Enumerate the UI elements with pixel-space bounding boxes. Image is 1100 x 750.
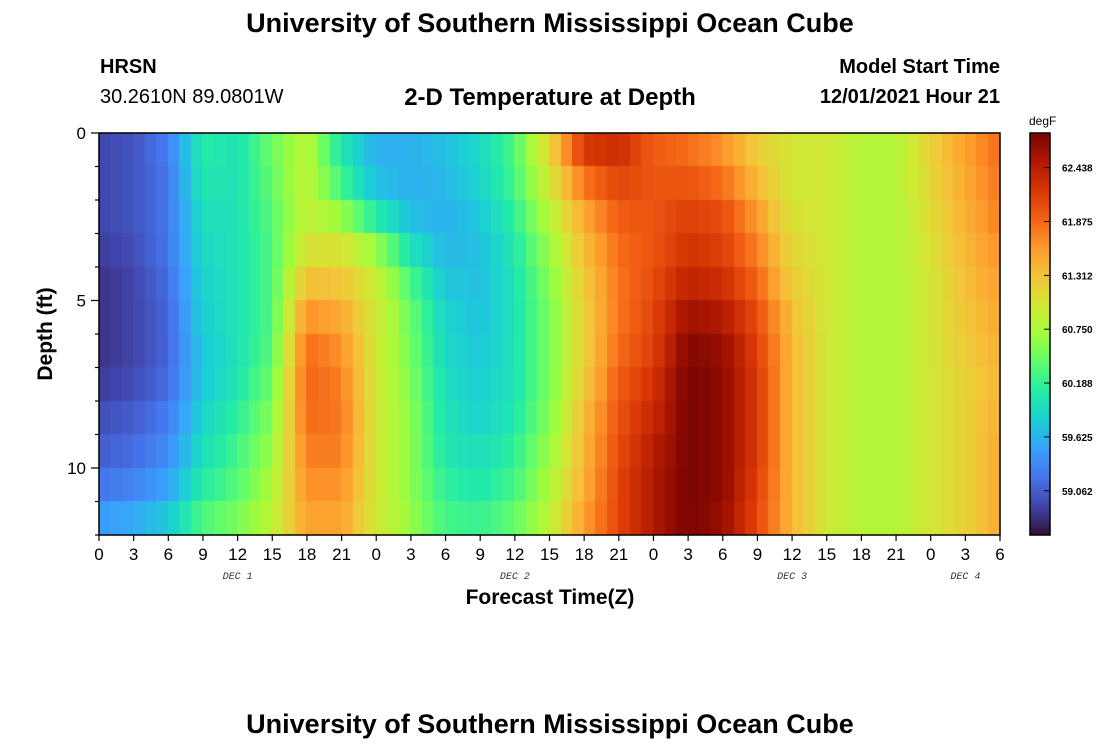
colorbar-tick-label: 59.062: [1062, 487, 1093, 498]
x-tick-label: 21: [332, 545, 351, 564]
page-title: University of Southern Mississippi Ocean…: [246, 8, 854, 38]
x-tick-label: 6: [718, 545, 727, 564]
colorbar-unit: degF: [1029, 114, 1056, 128]
colorbar-tick-label: 59.625: [1062, 433, 1093, 444]
x-tick-label: 9: [198, 545, 207, 564]
y-tick-label: 10: [67, 459, 86, 478]
day-label: DEC 3: [777, 572, 807, 583]
x-tick-label: 12: [505, 545, 524, 564]
model-start-label: Model Start Time: [839, 56, 1000, 78]
y-tick-label: 5: [77, 292, 86, 311]
x-tick-label: 18: [297, 545, 316, 564]
x-tick-label: 3: [683, 545, 692, 564]
temperature-heatmap: [99, 133, 1000, 535]
x-tick-label: 6: [441, 545, 450, 564]
colorbar: [1030, 133, 1050, 535]
x-axis-label: Forecast Time(Z): [466, 586, 635, 609]
y-axis-label: Depth (ft): [34, 287, 57, 380]
x-tick-label: 3: [406, 545, 415, 564]
x-tick-label: 3: [129, 545, 138, 564]
colorbar-frame: [1029, 132, 1051, 536]
x-tick-label: 9: [753, 545, 762, 564]
repeat-page-title: University of Southern Mississippi Ocean…: [246, 709, 854, 739]
colorbar-tick-label: 60.750: [1062, 325, 1093, 336]
colorbar-tick-label: 62.438: [1062, 164, 1093, 175]
x-tick-label: 6: [164, 545, 173, 564]
colorbar-tick-label: 61.312: [1062, 271, 1093, 282]
x-tick-label: 15: [540, 545, 559, 564]
x-tick-label: 21: [887, 545, 906, 564]
x-tick-label: 21: [609, 545, 628, 564]
x-tick-label: 6: [995, 545, 1004, 564]
x-tick-label: 0: [94, 545, 103, 564]
day-label: DEC 4: [950, 572, 980, 583]
model-start-time: 12/01/2021 Hour 21: [819, 86, 1000, 108]
x-tick-label: 18: [575, 545, 594, 564]
x-tick-label: 0: [649, 545, 658, 564]
day-label: DEC 1: [223, 572, 253, 583]
x-tick-label: 15: [817, 545, 836, 564]
plot-frame: [98, 132, 1001, 536]
chart-title: 2-D Temperature at Depth: [404, 84, 696, 111]
x-tick-label: 3: [961, 545, 970, 564]
x-tick-label: 15: [263, 545, 282, 564]
x-tick-label: 12: [228, 545, 247, 564]
x-tick-label: 0: [926, 545, 935, 564]
colorbar-tick-label: 60.188: [1062, 379, 1093, 390]
day-label: DEC 2: [500, 572, 530, 583]
colorbar-tick-label: 61.875: [1062, 218, 1093, 229]
y-tick-label: 0: [77, 124, 86, 143]
x-tick-label: 0: [371, 545, 380, 564]
x-tick-label: 12: [783, 545, 802, 564]
station-name: HRSN: [100, 56, 157, 78]
station-coords: 30.2610N 89.0801W: [100, 86, 284, 108]
x-tick-label: 18: [852, 545, 871, 564]
x-tick-label: 9: [475, 545, 484, 564]
